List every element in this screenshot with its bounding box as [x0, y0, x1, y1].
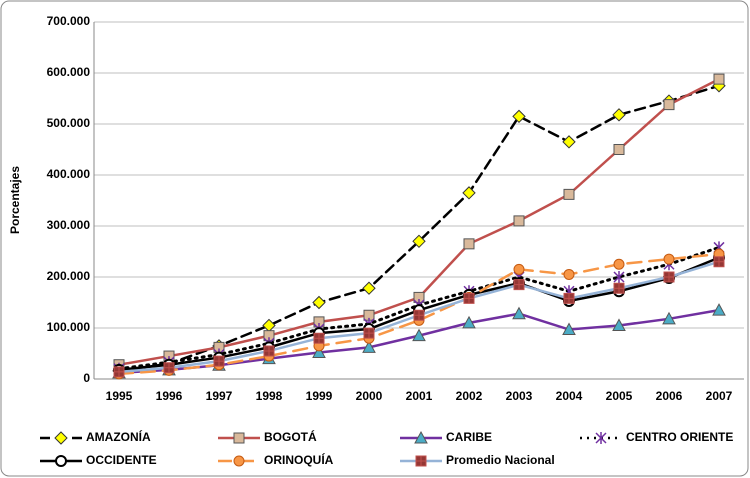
data-point — [613, 144, 625, 155]
data-point — [263, 345, 275, 357]
data-point — [612, 108, 626, 122]
data-point — [513, 215, 525, 227]
data-point — [662, 311, 676, 325]
y-tick-label: 700.000 — [47, 14, 91, 28]
data-point — [313, 332, 325, 344]
data-point — [213, 355, 225, 367]
data-point — [362, 281, 376, 295]
legend-label: Promedio Nacional — [446, 453, 555, 467]
x-tick-label: 2003 — [506, 389, 533, 403]
x-tick-label: 2005 — [606, 389, 633, 403]
x-tick-label: 1995 — [106, 389, 133, 403]
data-point — [663, 99, 675, 111]
data-point — [563, 292, 575, 304]
x-tick-label: 1999 — [306, 389, 333, 403]
y-tick-label: 400.000 — [47, 167, 91, 181]
legend-marker — [414, 430, 428, 444]
data-point — [512, 109, 526, 124]
data-point — [412, 328, 426, 342]
data-point — [563, 188, 575, 200]
x-tick-label: 2004 — [556, 389, 583, 403]
data-point — [412, 234, 426, 249]
y-axis-label: Porcentajes — [8, 166, 22, 234]
data-point — [513, 263, 525, 275]
data-point — [312, 345, 326, 358]
data-point — [613, 282, 625, 294]
y-tick-label: 500.000 — [47, 116, 91, 130]
data-point — [612, 318, 626, 331]
data-point — [663, 271, 675, 283]
y-tick-label: 600.000 — [47, 65, 91, 79]
legend-label: CARIBE — [446, 430, 492, 444]
y-tick-label: 200.000 — [47, 269, 91, 283]
legend-label: CENTRO ORIENTE — [626, 430, 733, 444]
legend-label: AMAZONÍA — [86, 429, 151, 444]
data-point — [613, 258, 625, 270]
x-tick-label: 2000 — [356, 389, 383, 403]
data-point — [513, 279, 525, 291]
legend-label: ORINOQUÍA — [264, 452, 334, 467]
data-point — [512, 306, 526, 320]
legend-marker — [595, 432, 607, 444]
x-tick-label: 2006 — [656, 389, 683, 403]
data-point — [713, 256, 725, 268]
data-point — [413, 309, 425, 321]
legend-marker — [233, 432, 245, 444]
data-point — [462, 186, 476, 200]
data-point — [562, 322, 576, 336]
y-tick-label: 300.000 — [47, 218, 91, 232]
legend-marker — [415, 455, 427, 467]
legend-marker — [233, 455, 245, 467]
data-point — [563, 268, 575, 280]
data-point — [362, 340, 376, 353]
y-tick-label: 0 — [83, 371, 90, 385]
data-point — [363, 327, 375, 339]
data-point — [463, 238, 475, 250]
data-point — [613, 271, 625, 283]
y-tick-label: 100.000 — [47, 320, 91, 334]
x-tick-label: 1998 — [256, 389, 283, 403]
x-tick-label: 2001 — [406, 389, 433, 403]
data-point — [163, 362, 175, 374]
legend-label: BOGOTÁ — [264, 429, 317, 444]
data-point — [113, 366, 125, 378]
legend-label: OCCIDENTE — [86, 453, 157, 467]
data-point — [312, 295, 326, 310]
x-tick-label: 1997 — [206, 389, 233, 403]
data-point — [462, 315, 476, 329]
data-point — [562, 135, 576, 149]
x-tick-label: 2007 — [706, 389, 733, 403]
legend-marker — [54, 431, 68, 445]
data-point — [463, 292, 475, 304]
x-tick-label: 1996 — [156, 389, 183, 403]
legend-marker — [55, 455, 67, 467]
x-tick-label: 2002 — [456, 389, 483, 403]
data-point — [663, 253, 675, 265]
data-point — [713, 73, 725, 85]
data-point — [712, 303, 726, 316]
